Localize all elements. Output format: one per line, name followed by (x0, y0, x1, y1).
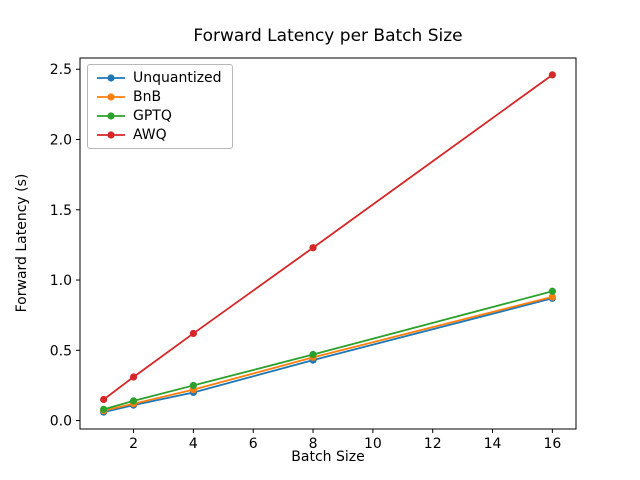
series-marker-bnb (548, 293, 556, 301)
y-tick-label: 0.5 (50, 343, 72, 359)
series-marker-awq (189, 329, 197, 338)
x-tick-label: 8 (309, 436, 318, 452)
x-axis-label: Batch Size (291, 449, 365, 465)
legend-label: BnB (133, 89, 162, 105)
y-tick-label: 0.0 (50, 414, 72, 430)
series-marker-awq (548, 71, 556, 79)
x-tick-label: 16 (543, 436, 561, 452)
legend-label: AWQ (133, 127, 167, 143)
series-line-bnb (103, 296, 553, 412)
legend-label: GPTQ (133, 108, 172, 124)
legend-label: Unquantized (133, 70, 222, 86)
legend-line-marker-icon (97, 93, 125, 101)
series-marker-gptq (100, 405, 108, 413)
legend-entry-gptq: GPTQ (96, 109, 222, 123)
x-tick-label: 10 (364, 436, 382, 452)
axes-frame (79, 57, 577, 430)
y-tick-label: 1.0 (50, 273, 72, 289)
series-marker-gptq (309, 350, 317, 359)
series-marker-awq (129, 373, 138, 381)
series-marker-awq (100, 395, 108, 404)
x-tick-label: 2 (129, 436, 138, 452)
x-tick-label: 12 (424, 436, 442, 452)
chart-title: Forward Latency per Batch Size (193, 26, 463, 46)
x-tick-label: 6 (249, 436, 258, 452)
legend-entry-bnb: BnB (96, 90, 222, 104)
legend-line-marker-icon (97, 112, 125, 120)
series-marker-gptq (189, 381, 197, 390)
legend-line-marker-icon (97, 74, 125, 82)
y-tick-label: 1.5 (50, 203, 72, 219)
legend-entry-awq: AWQ (96, 128, 222, 142)
y-tick-label: 2.5 (50, 62, 72, 78)
x-tick-label: 4 (189, 436, 198, 452)
y-tick-label: 2.0 (50, 133, 72, 149)
series-marker-gptq (129, 397, 138, 405)
legend-entry-unquantized: Unquantized (96, 71, 222, 85)
x-tick-label: 14 (484, 436, 502, 452)
legend-line-marker-icon (97, 131, 125, 139)
legend: Unquantized BnB GPTQ AWQ (87, 64, 233, 149)
series-marker-awq (309, 244, 317, 252)
series-marker-gptq (548, 287, 556, 295)
